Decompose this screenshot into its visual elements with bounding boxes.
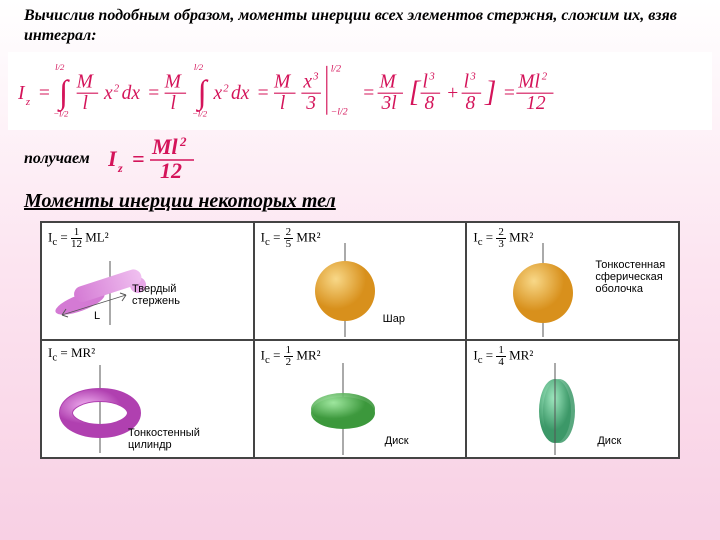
svg-text:=: = bbox=[362, 83, 375, 104]
svg-text:−l/2: −l/2 bbox=[192, 108, 208, 118]
cell-disk1: Ic = 12 MR² Диск bbox=[254, 340, 467, 458]
disk1-shape bbox=[303, 363, 393, 457]
svg-text:l/2: l/2 bbox=[55, 62, 65, 72]
svg-text:3: 3 bbox=[305, 93, 316, 114]
svg-text:dx: dx bbox=[122, 83, 141, 104]
got-label: получаем bbox=[24, 150, 90, 168]
svg-text:l: l bbox=[170, 93, 175, 114]
label-disk1: Диск bbox=[385, 435, 409, 447]
svg-text:M: M bbox=[76, 71, 95, 92]
svg-text:l/2: l/2 bbox=[331, 63, 341, 74]
svg-text:2: 2 bbox=[223, 82, 229, 94]
label-cyl: Тонкостенныйцилиндр bbox=[128, 427, 200, 451]
svg-text:2: 2 bbox=[114, 82, 120, 94]
svg-text:x: x bbox=[212, 83, 222, 104]
svg-text:3: 3 bbox=[312, 70, 318, 82]
svg-text:z: z bbox=[25, 96, 31, 108]
svg-text:∫: ∫ bbox=[196, 74, 209, 112]
cell-rod: Ic = 112 ML² L Твердыйстержень bbox=[41, 222, 254, 340]
svg-text:8: 8 bbox=[466, 93, 476, 114]
svg-text:8: 8 bbox=[424, 93, 434, 114]
section-heading: Моменты инерции некоторых тел bbox=[0, 184, 720, 217]
svg-text:I: I bbox=[18, 83, 26, 104]
svg-text:3l: 3l bbox=[380, 93, 396, 114]
cell-sphere: Ic = 25 MR² Шар bbox=[254, 222, 467, 340]
svg-text:Ml: Ml bbox=[517, 71, 540, 92]
label-rod: Твердыйстержень bbox=[132, 283, 180, 307]
label-shell: Тонкостеннаясферическаяоболочка bbox=[595, 259, 665, 295]
cell-cyl: Ic = MR² Тонкостенныйцилиндр bbox=[41, 340, 254, 458]
label-disk2: Диск bbox=[597, 435, 621, 447]
svg-text:12: 12 bbox=[160, 158, 182, 183]
moments-table: Ic = 112 ML² L Твердыйстержень Ic = 25 M… bbox=[40, 221, 680, 459]
svg-text:3: 3 bbox=[428, 70, 434, 82]
intro-text: Вычислив подобным образом, моменты инерц… bbox=[0, 0, 720, 48]
svg-text:=: = bbox=[503, 83, 516, 104]
svg-text:=: = bbox=[38, 83, 51, 104]
result-row: получаем Iz = Ml2 12 bbox=[0, 134, 720, 184]
svg-text:12: 12 bbox=[526, 93, 546, 114]
svg-text:x: x bbox=[103, 83, 113, 104]
svg-text:]: ] bbox=[484, 76, 496, 108]
label-sphere: Шар bbox=[383, 313, 405, 325]
svg-text:z: z bbox=[117, 161, 123, 175]
disk2-shape bbox=[515, 363, 605, 457]
svg-text:−l/2: −l/2 bbox=[331, 106, 348, 117]
svg-text:M: M bbox=[164, 71, 183, 92]
svg-text:l: l bbox=[280, 93, 285, 114]
svg-text:l/2: l/2 bbox=[194, 62, 204, 72]
cell-disk2: Ic = 14 MR² Диск bbox=[466, 340, 679, 458]
shell-shape bbox=[507, 243, 587, 339]
svg-text:=: = bbox=[147, 83, 160, 104]
svg-text:dx: dx bbox=[231, 83, 250, 104]
svg-text:=: = bbox=[132, 146, 145, 171]
svg-text:l: l bbox=[83, 93, 88, 114]
svg-text:2: 2 bbox=[179, 134, 187, 149]
formula-rod: Ic = 112 ML² bbox=[48, 227, 109, 250]
svg-text:3: 3 bbox=[469, 70, 475, 82]
cell-shell: Ic = 23 MR² Тонкостеннаясферическаяоболо… bbox=[466, 222, 679, 340]
formula-cyl: Ic = MR² bbox=[48, 345, 95, 364]
svg-text:2: 2 bbox=[542, 70, 548, 82]
svg-text:+: + bbox=[446, 83, 459, 104]
svg-text:L: L bbox=[94, 310, 100, 322]
sphere-shape bbox=[309, 243, 389, 339]
svg-text:l: l bbox=[423, 71, 428, 92]
svg-text:M: M bbox=[379, 71, 398, 92]
integral-equation: Iz = ∫ l/2 −l/2 Ml x2dx = Ml ∫ l/2 −l/2 … bbox=[8, 52, 712, 130]
svg-text:I: I bbox=[108, 146, 118, 171]
svg-text:x: x bbox=[302, 71, 312, 92]
svg-text:=: = bbox=[256, 83, 269, 104]
svg-text:[: [ bbox=[409, 76, 422, 108]
svg-text:Ml: Ml bbox=[151, 134, 179, 159]
svg-text:l: l bbox=[464, 71, 469, 92]
svg-text:M: M bbox=[273, 71, 292, 92]
svg-text:∫: ∫ bbox=[57, 74, 70, 112]
svg-text:−l/2: −l/2 bbox=[53, 108, 69, 118]
